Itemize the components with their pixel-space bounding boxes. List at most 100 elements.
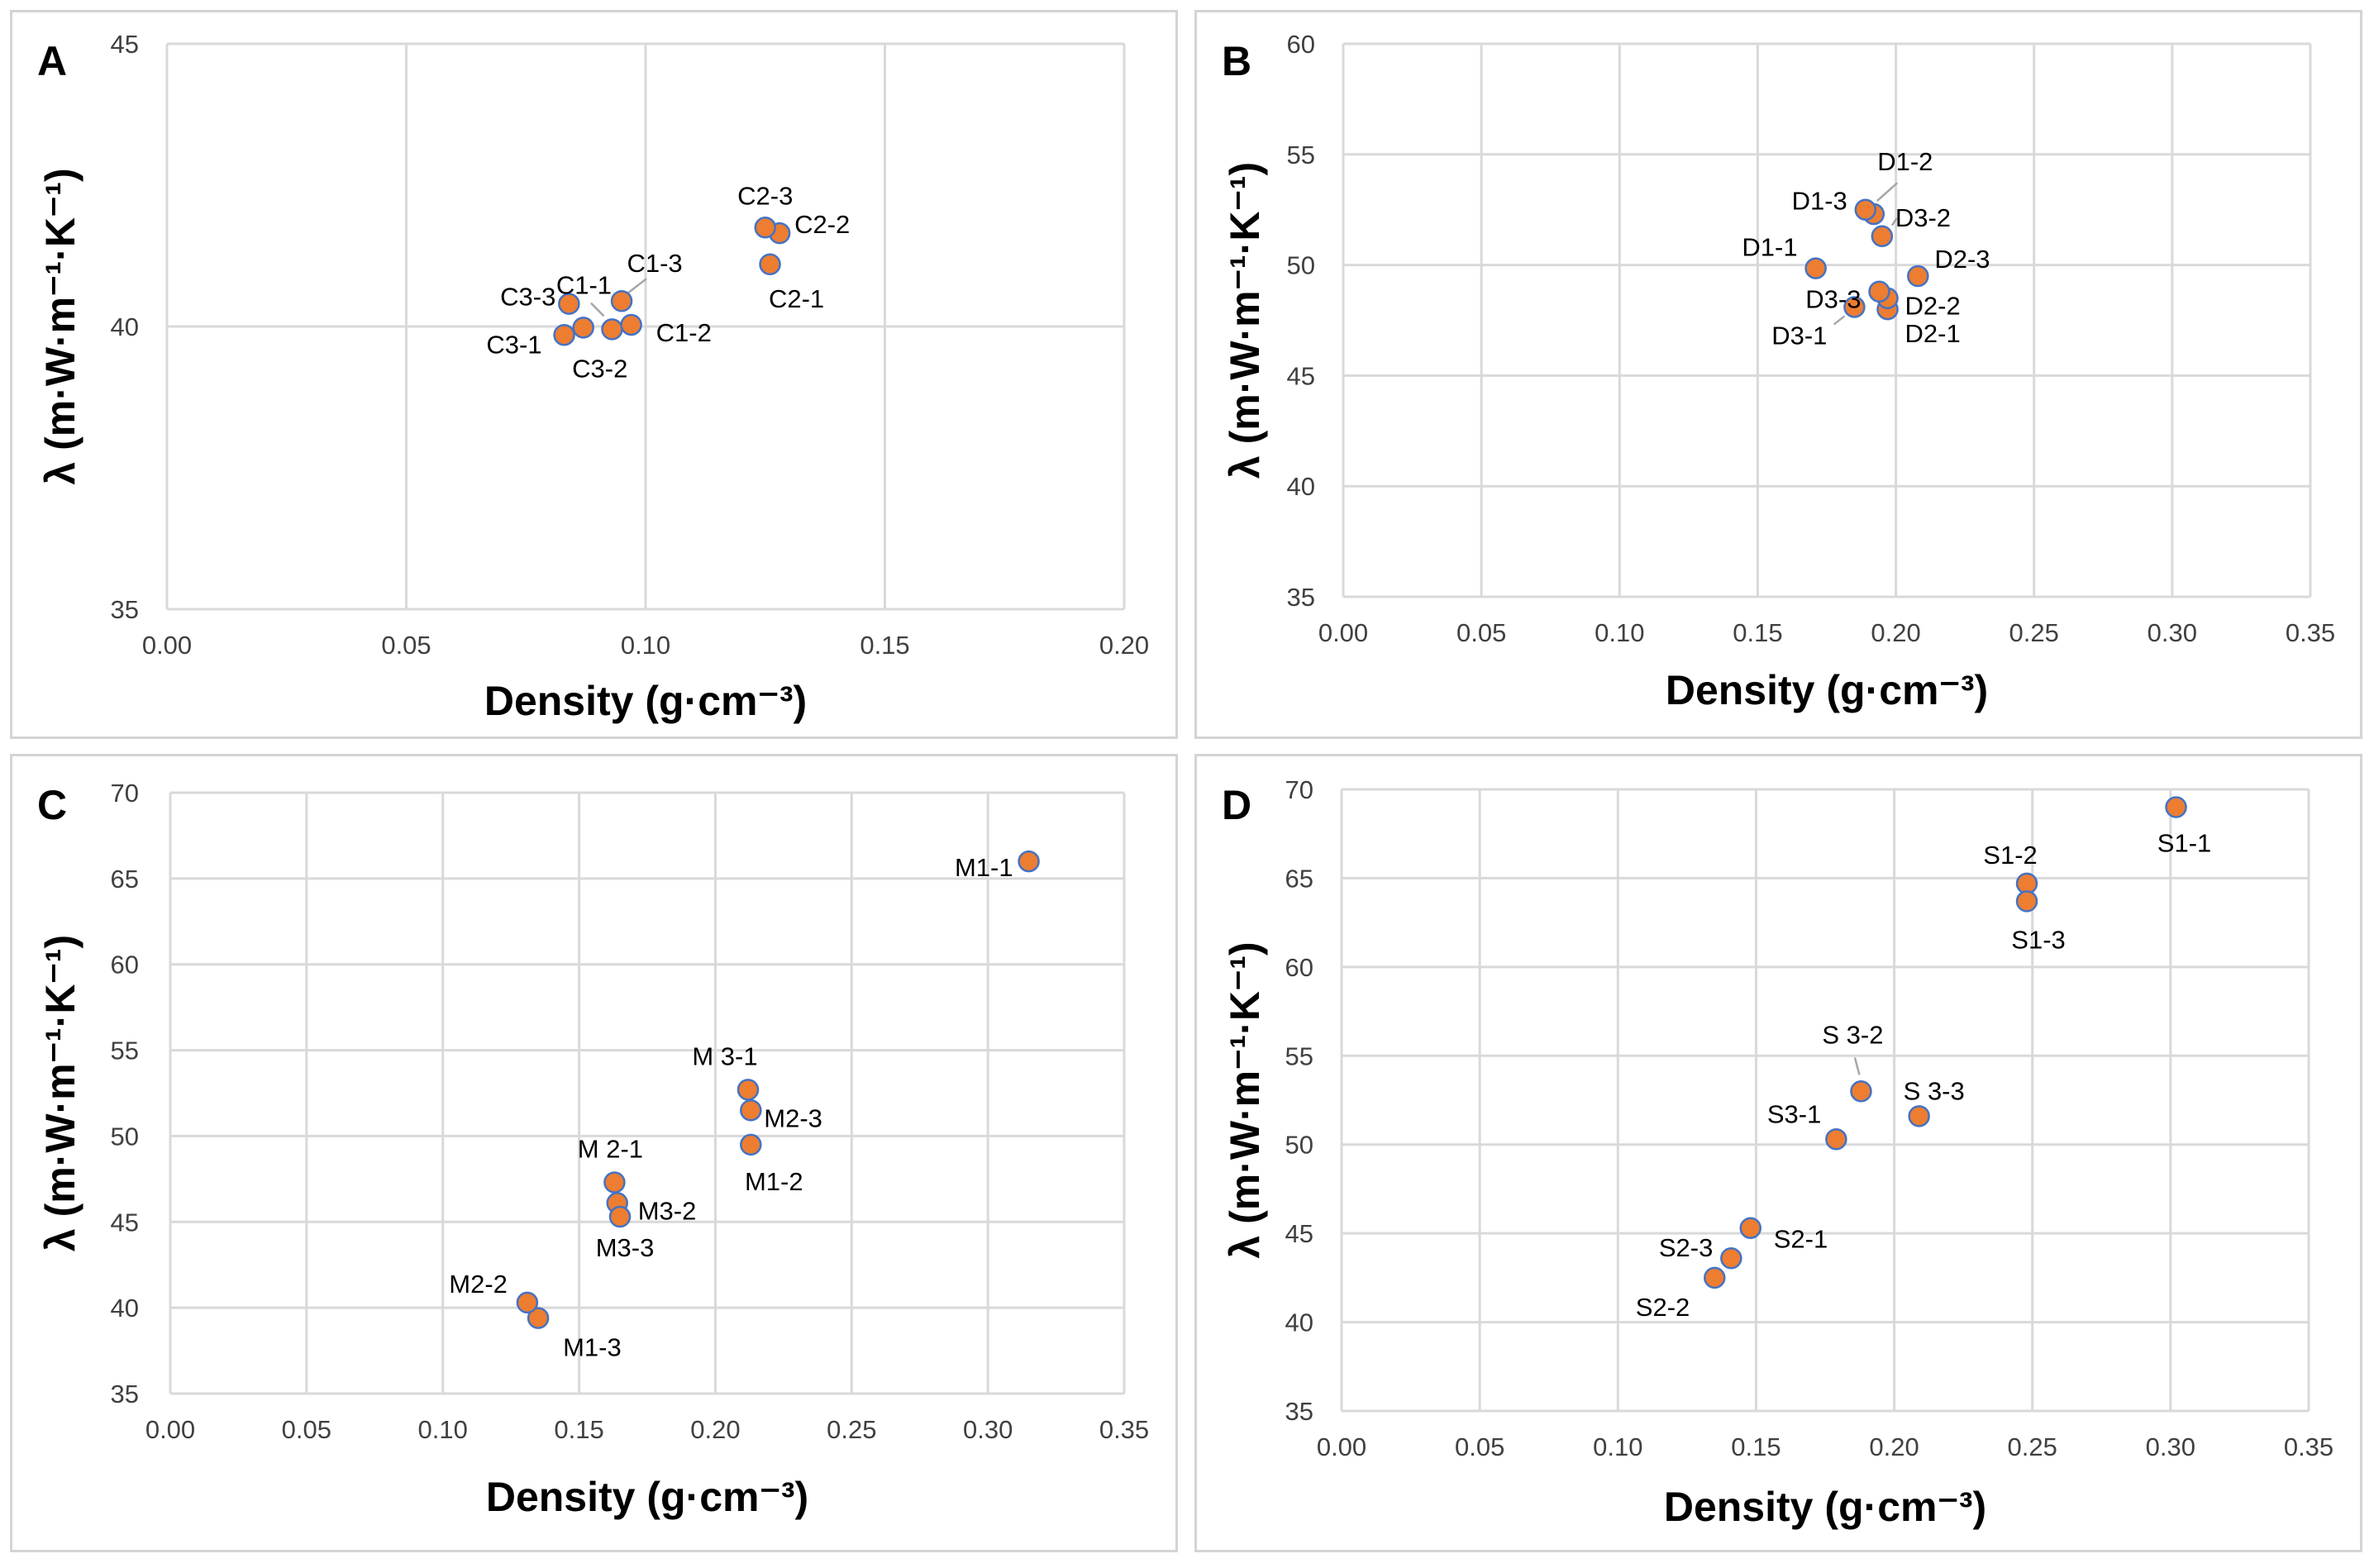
x-tick-label: 0.30 — [2146, 1432, 2195, 1461]
y-tick-label: 65 — [111, 865, 139, 894]
point-label: C3-3 — [500, 283, 555, 312]
data-point — [601, 318, 623, 341]
x-axis-title: Density (g·cm⁻³) — [486, 1474, 808, 1520]
y-tick-label: 35 — [111, 1380, 139, 1408]
panel-letter: D — [1222, 782, 1252, 828]
x-tick-label: 0.20 — [1099, 631, 1149, 660]
data-point — [759, 253, 781, 276]
y-tick-label: 50 — [1287, 251, 1315, 280]
x-tick-label: 0.35 — [2286, 618, 2335, 647]
y-tick-label: 55 — [111, 1037, 139, 1065]
point-label: M2-3 — [764, 1103, 822, 1132]
point-label: C1-2 — [656, 318, 712, 347]
x-tick-label: 0.30 — [2148, 618, 2197, 647]
x-tick-label: 0.05 — [1456, 618, 1506, 647]
point-label: S1-1 — [2157, 828, 2211, 857]
y-tick-label: 35 — [111, 595, 139, 624]
data-point — [2165, 796, 2187, 818]
y-tick-label: 55 — [1287, 141, 1315, 169]
x-tick-label: 0.35 — [1099, 1415, 1149, 1444]
data-point — [553, 324, 575, 346]
y-tick-label: 35 — [1285, 1397, 1313, 1426]
x-tick-label: 0.30 — [963, 1415, 1013, 1444]
y-tick-label: 65 — [1285, 864, 1313, 893]
x-tick-label: 0.25 — [827, 1415, 876, 1444]
point-label: C1-3 — [627, 249, 682, 278]
point-label: S2-1 — [1774, 1225, 1828, 1254]
y-tick-label: 40 — [1287, 472, 1315, 501]
x-tick-label: 0.15 — [554, 1415, 603, 1444]
data-point — [1854, 198, 1877, 221]
label-leader-line — [1833, 315, 1846, 326]
y-axis-title: λ (m·W·m⁻¹·K⁻¹) — [1222, 162, 1268, 479]
y-tick-label: 45 — [1285, 1219, 1313, 1248]
y-axis-title: λ (m·W·m⁻¹·K⁻¹) — [37, 935, 83, 1251]
data-point — [1018, 850, 1040, 873]
data-point — [754, 217, 776, 239]
x-tick-label: 0.20 — [690, 1415, 740, 1444]
point-label: D1-1 — [1742, 233, 1797, 262]
point-label: S1-2 — [1983, 841, 2037, 870]
y-axis-title: λ (m·W·m⁻¹·K⁻¹) — [1222, 941, 1268, 1258]
x-tick-label: 0.20 — [1869, 1432, 1919, 1461]
data-point — [1739, 1217, 1761, 1239]
data-point — [1843, 296, 1866, 318]
point-label: D2-2 — [1905, 292, 1961, 321]
y-tick-label: 40 — [111, 1294, 139, 1323]
x-tick-label: 0.15 — [1731, 1432, 1780, 1461]
point-label: C2-2 — [794, 210, 850, 239]
point-label: S3-1 — [1767, 1099, 1821, 1128]
scatter-plot-c: 0.00 0.05 0.10 0.15 0.20 0.25 0.30 0.35 35 40 45 50… — [37, 779, 1149, 1520]
point-label: C1-1 — [556, 270, 612, 299]
panel-letter: B — [1222, 38, 1252, 84]
x-tick-label: 0.10 — [1595, 618, 1644, 647]
y-tick-label: 70 — [1285, 775, 1313, 804]
x-tick-label: 0.20 — [1871, 618, 1920, 647]
x-tick-label: 0.35 — [2284, 1432, 2333, 1461]
data-point — [737, 1079, 760, 1101]
y-tick-label: 55 — [1285, 1041, 1313, 1070]
data-point — [1907, 265, 1929, 288]
point-label: S 3-2 — [1822, 1020, 1883, 1049]
data-point — [610, 289, 633, 312]
label-leader-line — [590, 302, 605, 317]
data-point — [1868, 280, 1890, 303]
x-tick-label: 0.10 — [621, 631, 670, 660]
scatter-plot-b: 0.00 0.05 0.10 0.15 0.20 0.25 0.30 0.35 35 40 45 50… — [1222, 30, 2335, 713]
point-label: C3-2 — [572, 354, 627, 383]
x-tick-label: 0.00 — [1318, 618, 1368, 647]
x-tick-label: 0.05 — [282, 1415, 331, 1444]
label-leader-line — [1853, 1057, 1861, 1075]
y-axis-title: λ (m·W·m⁻¹·K⁻¹) — [37, 168, 83, 484]
data-point — [740, 1099, 762, 1122]
data-point — [572, 317, 594, 339]
point-label: D1-2 — [1877, 147, 1933, 176]
panel-letter: C — [37, 782, 68, 828]
y-tick-label: 60 — [1285, 953, 1313, 982]
point-label: M2-2 — [449, 1270, 508, 1299]
panel-c: C 0.00 0.05 0.10 0.15 0.20 0.25 0.30 0.35 35 40 45… — [10, 754, 1178, 1552]
panel-letter: A — [37, 38, 68, 84]
panel-b: B 0.00 0.05 0.10 0.15 0.20 0.25 0.30 0.35 35 40 45… — [1194, 10, 2362, 739]
y-tick-label: 35 — [1287, 583, 1315, 612]
point-label: M 3-1 — [692, 1041, 757, 1070]
x-tick-label: 0.05 — [1455, 1432, 1504, 1461]
point-label: C2-1 — [769, 284, 824, 313]
x-tick-label: 0.25 — [2009, 618, 2059, 647]
point-label: D3-3 — [1805, 285, 1861, 314]
scatter-plot-a: 0.00 0.05 0.10 0.15 0.20 35 40 45 Density (g·cm⁻… — [37, 30, 1149, 724]
x-tick-label: 0.10 — [1593, 1432, 1642, 1461]
point-label: S 3-3 — [1904, 1076, 1965, 1105]
point-label: D2-1 — [1905, 319, 1961, 348]
data-point — [1804, 257, 1827, 279]
y-tick-label: 70 — [111, 779, 139, 808]
x-axis-title: Density (g·cm⁻³) — [1664, 1484, 1986, 1530]
label-leader-line — [1876, 182, 1899, 202]
y-tick-label: 40 — [111, 312, 139, 341]
data-point — [1850, 1080, 1872, 1103]
x-tick-label: 0.15 — [860, 631, 909, 660]
data-point — [1704, 1266, 1726, 1289]
point-label: C3-1 — [486, 330, 541, 359]
y-tick-label: 45 — [111, 30, 139, 59]
point-label: M3-2 — [638, 1196, 697, 1225]
